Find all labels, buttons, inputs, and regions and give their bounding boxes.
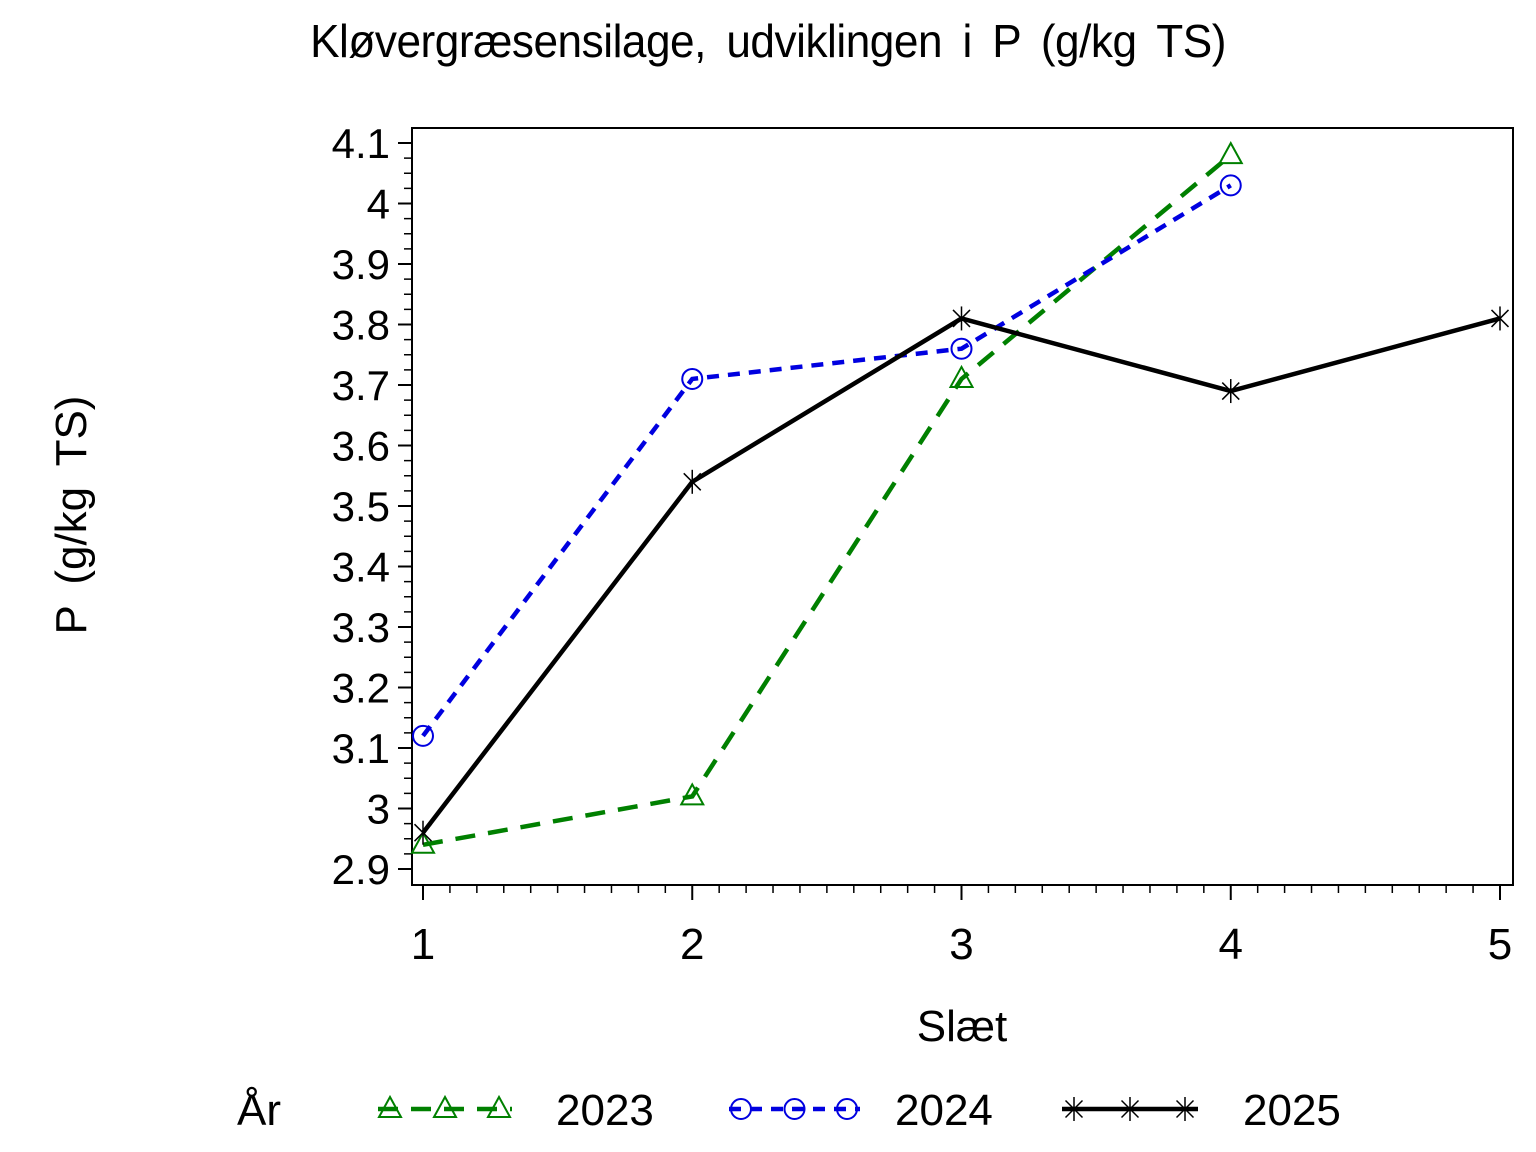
y-axis-tick-label: 3.3 <box>332 604 390 651</box>
circle-marker-2024 <box>412 724 434 747</box>
series-line-2024 <box>421 183 1232 738</box>
legend-star-marker-2025 <box>1120 1097 1140 1121</box>
y-axis-tick-label: 3.4 <box>332 544 390 591</box>
legend-label-2023: 2023 <box>556 1086 654 1135</box>
triangle-marker-2023 <box>1218 141 1244 165</box>
y-axis-tick-label: 3.7 <box>332 362 390 409</box>
circle-marker-2024 <box>681 367 704 390</box>
legend-label-2024: 2024 <box>895 1086 993 1135</box>
legend-title: År <box>237 1086 281 1135</box>
legend-circle-marker-2024 <box>783 1098 806 1120</box>
legend-circle-marker-2024 <box>836 1098 858 1120</box>
x-axis-tick-label: 2 <box>680 920 704 969</box>
x-axis-tick-label: 1 <box>411 920 435 969</box>
y-axis-tick-label: 3.6 <box>332 423 390 470</box>
y-axis-tick-label: 3 <box>367 786 390 833</box>
y-axis-tick-label: 3.8 <box>332 302 390 349</box>
triangle-marker-2023 <box>410 830 436 854</box>
star-marker-2025 <box>1490 306 1510 331</box>
star-marker-2025 <box>1221 379 1240 404</box>
star-marker-2025 <box>413 820 433 845</box>
legend-triangle-marker-2023 <box>377 1094 403 1118</box>
circle-marker-2024 <box>950 337 973 360</box>
series-line-2025 <box>421 316 1501 835</box>
legend-triangle-marker-2023 <box>486 1094 512 1118</box>
circle-marker-2024 <box>1219 174 1242 197</box>
x-axis-label: Slæt <box>916 1002 1008 1051</box>
y-axis-tick-label: 3.9 <box>332 241 390 288</box>
chart-title: Kløvergræsensilage, udviklingen i P (g/k… <box>310 15 1226 67</box>
y-axis-tick-label: 3.2 <box>332 665 390 712</box>
y-axis-tick-label: 3.1 <box>332 725 390 772</box>
x-axis-tick-label: 3 <box>949 920 973 969</box>
legend-star-marker-2025 <box>1064 1097 1084 1121</box>
y-axis-tick-label: 3.5 <box>332 483 390 530</box>
legend-triangle-marker-2023 <box>432 1094 458 1118</box>
triangle-marker-2023 <box>679 782 705 806</box>
star-marker-2025 <box>952 306 971 331</box>
y-axis-tick-label: 4.1 <box>332 120 390 167</box>
x-axis-tick-label: 4 <box>1219 920 1243 969</box>
legend-circle-marker-2024 <box>730 1098 752 1120</box>
x-axis-tick-label: 5 <box>1488 920 1512 969</box>
y-axis-tick-label: 2.9 <box>332 846 390 893</box>
y-axis-tick-label: 4 <box>367 181 390 228</box>
triangle-marker-2023 <box>948 364 975 388</box>
legend-star-marker-2025 <box>1175 1097 1195 1121</box>
legend-label-2025: 2025 <box>1243 1086 1341 1135</box>
series-line-2023 <box>422 153 1233 848</box>
plot-frame <box>411 127 1514 886</box>
star-marker-2025 <box>683 469 702 494</box>
